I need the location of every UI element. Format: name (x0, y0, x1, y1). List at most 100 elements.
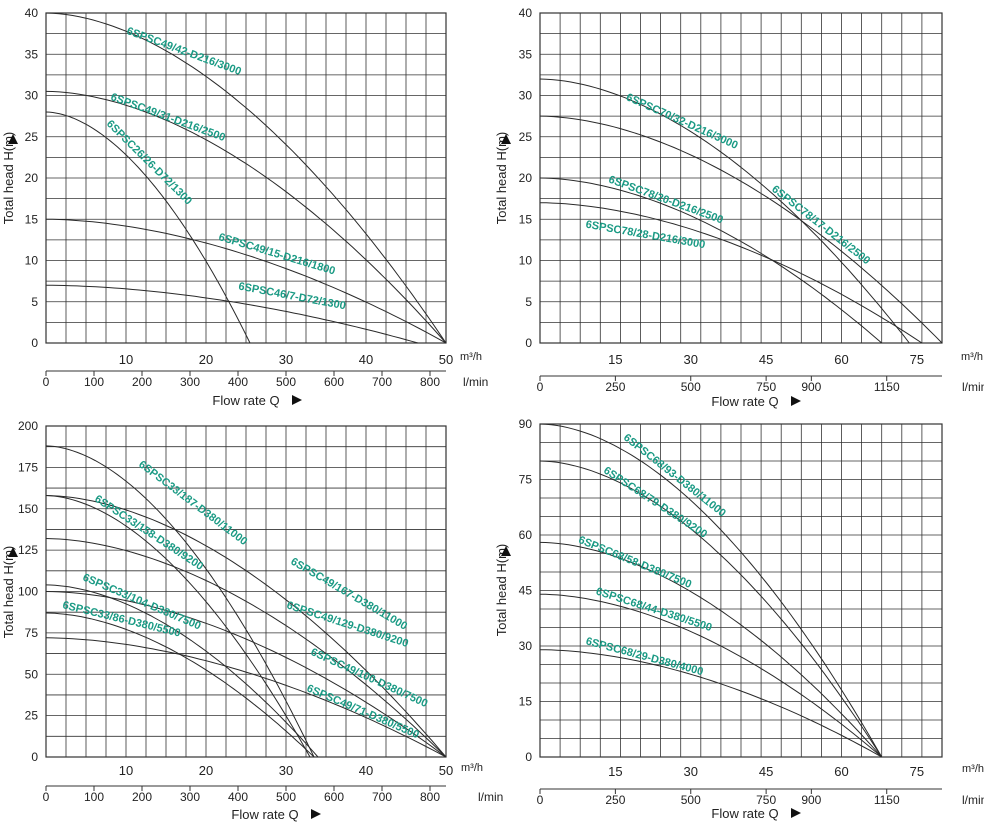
series-group (45, 12, 447, 344)
x-axis-arrow-icon (311, 809, 321, 819)
x-tick-label-m3h: 10 (119, 352, 133, 367)
y-tick-label: 35 (519, 47, 533, 61)
x-axis-arrow-icon (791, 396, 801, 406)
series-line-6spsc68-29-d380-4000 (539, 649, 882, 758)
y-tick-label: 30 (519, 89, 533, 103)
y-axis-label: Total head H(m) (1, 132, 16, 224)
x-tick-label-lmin: 250 (605, 380, 625, 394)
series-line-6spsc49-167-d380-11000 (45, 495, 447, 758)
chart-panel-top-left: 0 5 10 15 20 25 30 35 40 Total head H(m) 10 20 30 40 5… (1, 6, 488, 408)
series-label: 6SPSC68/93-D380/11000 (621, 432, 728, 520)
x-tick-label-lmin: 600 (324, 790, 344, 804)
series-line-6spsc49-100-d380-7500 (45, 591, 447, 758)
x-tick-label-m3h: 20 (199, 352, 213, 367)
series-line-6spsc49-42-d216-3000 (45, 12, 447, 344)
x-tick-label-lmin: 1150 (874, 380, 900, 394)
series-line-6spsc26-26-d72-1300 (45, 111, 251, 344)
x-tick-label-lmin: 250 (605, 793, 625, 807)
y-axis-arrow-icon (501, 134, 511, 144)
series-group (539, 423, 883, 758)
y-tick-label: 200 (18, 419, 38, 433)
x-tick-label-lmin: 0 (43, 790, 50, 804)
x-tick-label-lmin: 800 (420, 790, 440, 804)
plot-frame (539, 423, 943, 758)
x-tick-label-m3h: 10 (119, 763, 133, 778)
x-axis-arrow-icon (292, 395, 302, 405)
x-tick-label-lmin: 0 (537, 793, 544, 807)
x-tick-label-lmin: 600 (324, 375, 344, 389)
x-tick-label-m3h: 60 (834, 764, 848, 779)
x-tick-label-m3h: 50 (439, 763, 453, 778)
y-axis-label: Total head H(m) (494, 132, 509, 224)
x-tick-label-lmin: 300 (180, 790, 200, 804)
x-axis-label: Flow rate Q (231, 807, 298, 822)
y-tick-label: 175 (18, 460, 38, 474)
x-tick-label-m3h: 30 (684, 764, 698, 779)
series-label: 6SPSC78/17-D216/2500 (769, 183, 872, 267)
x-axis-label: Flow rate Q (212, 393, 279, 408)
y-tick-label: 10 (25, 254, 39, 268)
series-line-6spsc78-20-d216-2500 (539, 177, 883, 344)
y-tick-label: 0 (525, 750, 532, 764)
x-tick-label-lmin: 500 (681, 793, 701, 807)
x-tick-label-lmin: 200 (132, 790, 152, 804)
series-label: 6SPSC68/58-D380/7500 (577, 534, 694, 591)
y-tick-label: 0 (31, 336, 38, 350)
y-tick-label: 5 (525, 295, 532, 309)
y-tick-label: 10 (519, 254, 533, 268)
x-axis-label: Flow rate Q (711, 394, 778, 409)
series-label: 6SPSC68/44-D380/5500 (594, 586, 713, 634)
series-label: 6SPSC46/7-D72/1300 (237, 281, 346, 313)
y-axis-label: Total head H(m) (1, 546, 16, 638)
series-line-6spsc49-31-d216-2500 (45, 90, 447, 344)
x-tick-label-lmin: 1150 (874, 793, 900, 807)
series-line-6spsc33-158-d380-9200 (45, 495, 311, 758)
series-line-6spsc68-79-d380-9200 (539, 460, 883, 758)
x-tick-label-m3h: 20 (199, 763, 213, 778)
x-tick-label-lmin: 0 (43, 375, 50, 389)
series-line-6spsc49-129-d380-9200 (45, 538, 447, 758)
x-tick-label-m3h: 50 (439, 352, 453, 367)
x-tick-label-lmin: 750 (756, 793, 776, 807)
series-line-6spsc70-32-d216-3000 (539, 78, 910, 344)
x-tick-label-m3h: 15 (608, 764, 622, 779)
series-label: 6SPSC78/20-D216/2500 (607, 174, 725, 227)
y-tick-label: 20 (25, 171, 39, 185)
y-tick-label: 20 (519, 171, 533, 185)
x-axis-unit-lmin: l/min (463, 375, 488, 389)
series-line-6spsc78-28-d216-3000 (540, 202, 923, 344)
y-tick-label: 50 (25, 667, 39, 681)
y-tick-label: 125 (18, 543, 38, 557)
x-tick-label-lmin: 900 (801, 793, 821, 807)
x-tick-label-m3h: 30 (279, 352, 293, 367)
series-line-6spsc33-187-d380-11000 (45, 445, 315, 758)
series-label: 6SPSC68/29-D380/4000 (584, 635, 704, 678)
series-line-6spsc46-7-d72-1300 (46, 284, 419, 344)
y-tick-label: 100 (18, 585, 38, 599)
y-tick-label: 150 (18, 502, 38, 516)
series-line-6spsc68-93-d380-11000 (539, 423, 883, 758)
x-tick-label-m3h: 30 (684, 352, 698, 367)
x-tick-label-lmin: 300 (180, 375, 200, 389)
x-tick-label-lmin: 500 (276, 790, 296, 804)
y-tick-label: 30 (25, 89, 39, 103)
y-tick-label: 0 (525, 336, 532, 350)
series-label: 6SPSC49/15-D216/1800 (217, 231, 336, 277)
x-tick-label-lmin: 100 (84, 375, 104, 389)
x-axis-unit-m3h: m³/h (961, 351, 983, 363)
y-tick-label: 25 (25, 130, 39, 144)
x-tick-label-m3h: 45 (759, 352, 773, 367)
y-tick-label: 25 (519, 130, 533, 144)
x-tick-label-lmin: 400 (228, 790, 248, 804)
x-tick-label-lmin: 800 (420, 375, 440, 389)
y-tick-label: 45 (519, 584, 533, 598)
x-axis-label: Flow rate Q (711, 806, 778, 821)
x-tick-label-lmin: 200 (132, 375, 152, 389)
x-tick-label-lmin: 0 (537, 380, 544, 394)
x-tick-label-lmin: 700 (372, 790, 392, 804)
y-tick-label: 15 (519, 212, 533, 226)
chart-panel-top-right: 0 5 10 15 20 25 30 35 40 Total head H(m) 15 30 45 60 7… (494, 6, 984, 409)
y-axis-arrow-icon (8, 547, 18, 557)
chart-panel-bottom-right: 0 15 30 45 60 75 90 Total head H(m) 15 30 45 60 75 m³… (494, 417, 984, 821)
y-tick-label: 35 (25, 47, 39, 61)
